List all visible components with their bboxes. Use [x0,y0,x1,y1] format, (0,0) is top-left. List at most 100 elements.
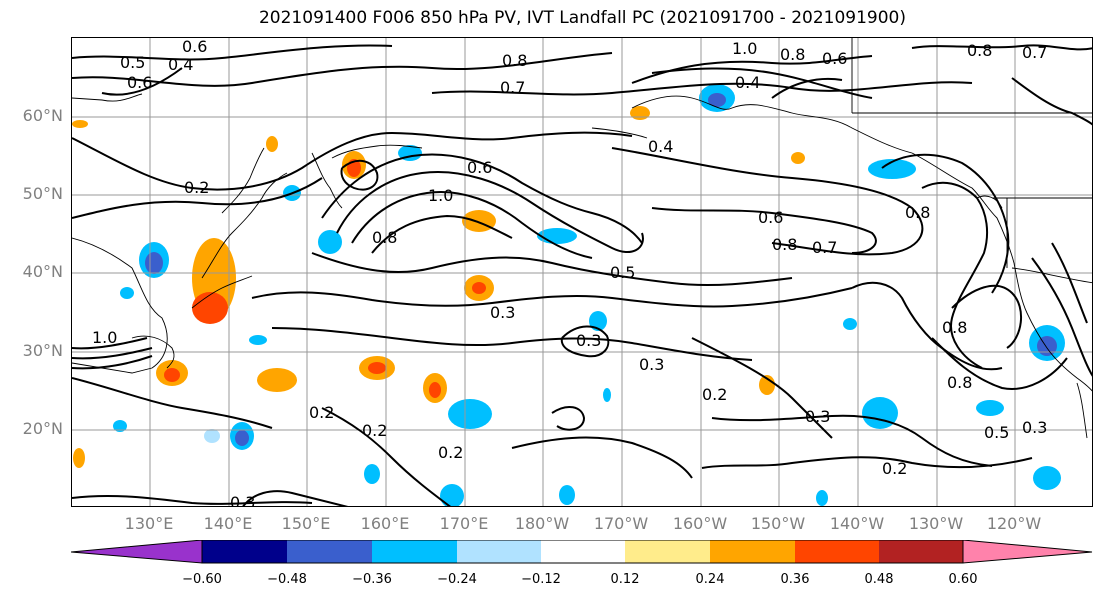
lon-label: 160°W [672,514,728,533]
colorbar-tick: 0.24 [695,572,725,587]
contour-label: 0.3 [1022,418,1047,437]
shade-blob [862,397,898,429]
contour-label: 0.3 [639,355,664,374]
contour-label: 0.8 [905,203,930,222]
contour-label: 0.7 [500,78,525,97]
colorbar-tick: 0.36 [780,572,810,587]
shade-blob [192,292,228,324]
shade-blob [462,210,496,232]
colorbar-swatch [879,540,963,563]
contour-label: 0.7 [812,238,837,257]
shade-blob [868,159,916,179]
lon-label: 130°W [908,514,964,533]
contour-label: 0.4 [735,73,760,92]
contour-label: 0.8 [780,45,805,64]
contour-label: 0.8 [942,318,967,337]
graticule [72,38,1092,506]
lon-label: 160°E [360,514,410,533]
colorbar-tick: −0.12 [521,572,561,587]
colorbar-swatch [541,540,625,563]
pv-contours [72,44,1092,506]
contour-label: 0.8 [947,373,972,392]
lat-label-20n: 20°N [22,419,63,438]
contour-label: 0.3 [576,331,601,350]
shade-blob [759,375,775,395]
colorbar-swatch [202,540,287,563]
shade-blob [1033,466,1061,490]
contour-label: 0.6 [758,208,783,227]
shade-blob [145,252,163,274]
shade-blob [364,464,380,484]
shade-blob [257,368,297,392]
shade-blob [1037,336,1057,356]
contour-label: 0.6 [182,38,207,56]
colorbar [71,540,1093,564]
colorbar-tick: 0.60 [948,572,978,587]
contour-label: 0.8 [967,41,992,60]
lon-label: 120°W [986,514,1042,533]
shade-blob [318,230,342,254]
contour-label: 0.2 [309,403,334,422]
shade-blob [603,388,611,402]
shade-blob [204,429,220,443]
contour-label: 0.4 [648,137,673,156]
shade-blob [472,282,486,294]
colorbar-tick: 0.48 [864,572,894,587]
lon-label: 150°E [281,514,331,533]
lon-label: 180°W [514,514,570,533]
contour-label: 1.0 [428,186,453,205]
shade-blob [440,484,464,506]
contour-label: 0.3 [490,303,515,322]
colorbar-swatch [625,540,710,563]
contour-label: 0.6 [822,49,847,68]
coastlines [72,38,1092,439]
shade-blob [120,287,134,299]
shade-blob [113,420,127,432]
shade-blob [73,448,85,468]
contour-label: 1.0 [92,328,117,347]
contour-label: 0.4 [168,55,193,74]
shade-blob [843,318,857,330]
shade-blob [791,152,805,164]
contour-label: 0.5 [984,423,1009,442]
shade-blob [559,485,575,505]
shade-blob [589,311,607,331]
contour-label: 0.8 [372,228,397,247]
shade-blob [448,399,492,429]
contour-label: 0.3 [805,407,830,426]
contour-labels: 0.6 0.5 0.4 0.6 0.8 0.7 1.0 0.8 0.6 0.4 … [92,38,1047,506]
contour-label: 0.2 [882,459,907,478]
lon-label: 140°E [203,514,253,533]
colorbar-tick: −0.48 [267,572,307,587]
map-canvas: 0.6 0.5 0.4 0.6 0.8 0.7 1.0 0.8 0.6 0.4 … [72,38,1092,506]
lon-label: 130°E [124,514,174,533]
lat-label-50n: 50°N [22,184,63,203]
colorbar-tick: 0.12 [610,572,640,587]
colorbar-swatch [287,540,372,563]
contour-label: 0.5 [120,53,145,72]
lat-label-30n: 30°N [22,341,63,360]
colorbar-swatch [372,540,457,563]
colorbar-swatch [710,540,795,563]
map-title: 2021091400 F006 850 hPa PV, IVT Landfall… [258,8,906,28]
contour-label: 0.2 [438,443,463,462]
contour-label: 0.8 [502,51,527,70]
shade-blob [368,362,386,374]
colorbar-extend-max [962,540,1093,564]
contour-label: 0.2 [362,421,387,440]
lat-label-40n: 40°N [22,262,63,281]
lon-label: 140°W [829,514,885,533]
colorbar-swatch [457,540,541,563]
contour-label: 0.6 [467,158,492,177]
lon-label: 170°E [439,514,489,533]
map-panel: 0.6 0.5 0.4 0.6 0.8 0.7 1.0 0.8 0.6 0.4 … [71,37,1093,507]
shade-blob [976,400,1004,416]
lon-label: 170°W [593,514,649,533]
shade-blob [164,368,180,382]
colorbar-tick: −0.60 [182,572,222,587]
colorbar-extend-min [71,540,203,564]
colorbar-tick: −0.36 [352,572,392,587]
contour-label: 0.2 [184,178,209,197]
shade-blob [630,106,650,120]
contour-label: 0.7 [1022,43,1047,62]
